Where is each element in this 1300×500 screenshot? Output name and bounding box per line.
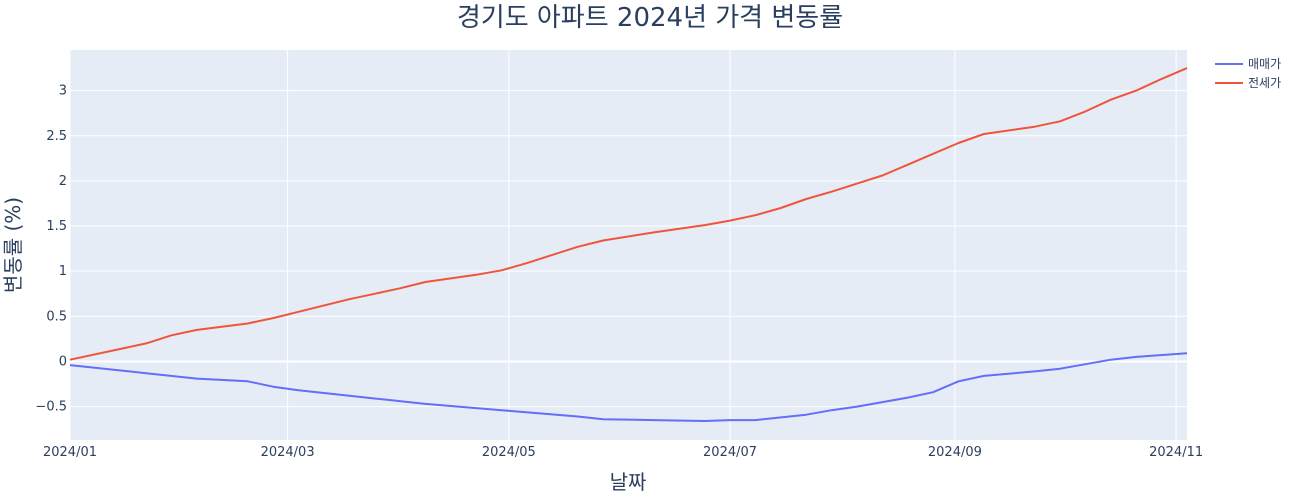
x-tick-label: 2024/05 [482, 445, 536, 460]
y-tick-label: 2.5 [46, 129, 67, 144]
y-tick-label: 0.5 [46, 309, 67, 324]
grid [69, 50, 1187, 440]
x-axis-title: 날짜 [610, 470, 647, 494]
legend-item-sale[interactable]: 매매가 [1215, 57, 1281, 71]
series-lines [69, 67, 1188, 422]
chart-title: 경기도 아파트 2024년 가격 변동률 [457, 3, 843, 33]
y-tick-label: 1.5 [46, 219, 67, 234]
legend[interactable]: 매매가 전세가 [1215, 57, 1281, 90]
y-tick-label: 3 [59, 84, 67, 99]
x-tick-label: 2024/03 [261, 445, 315, 460]
x-tick-label: 2024/07 [703, 445, 757, 460]
y-tick-label: −0.5 [35, 400, 67, 415]
x-axis-ticks: 2024/01 2024/03 2024/05 2024/07 2024/09 2024/… [43, 445, 1203, 460]
series-line-sale [69, 352, 1188, 422]
y-tick-label: 1 [59, 264, 67, 279]
x-tick-label: 2024/11 [1149, 445, 1203, 460]
legend-item-jeonse[interactable]: 전세가 [1215, 76, 1281, 90]
x-tick-label: 2024/09 [928, 445, 982, 460]
series-line-jeonse [69, 67, 1188, 361]
y-tick-label: 2 [59, 174, 67, 189]
y-axis-ticks: −0.5 0 0.5 1 1.5 2 2.5 3 [35, 84, 67, 415]
y-axis-title: 변동률 (%) [1, 197, 25, 293]
legend-label-jeonse: 전세가 [1248, 76, 1281, 90]
legend-label-sale: 매매가 [1248, 57, 1281, 71]
x-tick-label: 2024/01 [43, 445, 97, 460]
y-tick-label: 0 [59, 354, 67, 369]
